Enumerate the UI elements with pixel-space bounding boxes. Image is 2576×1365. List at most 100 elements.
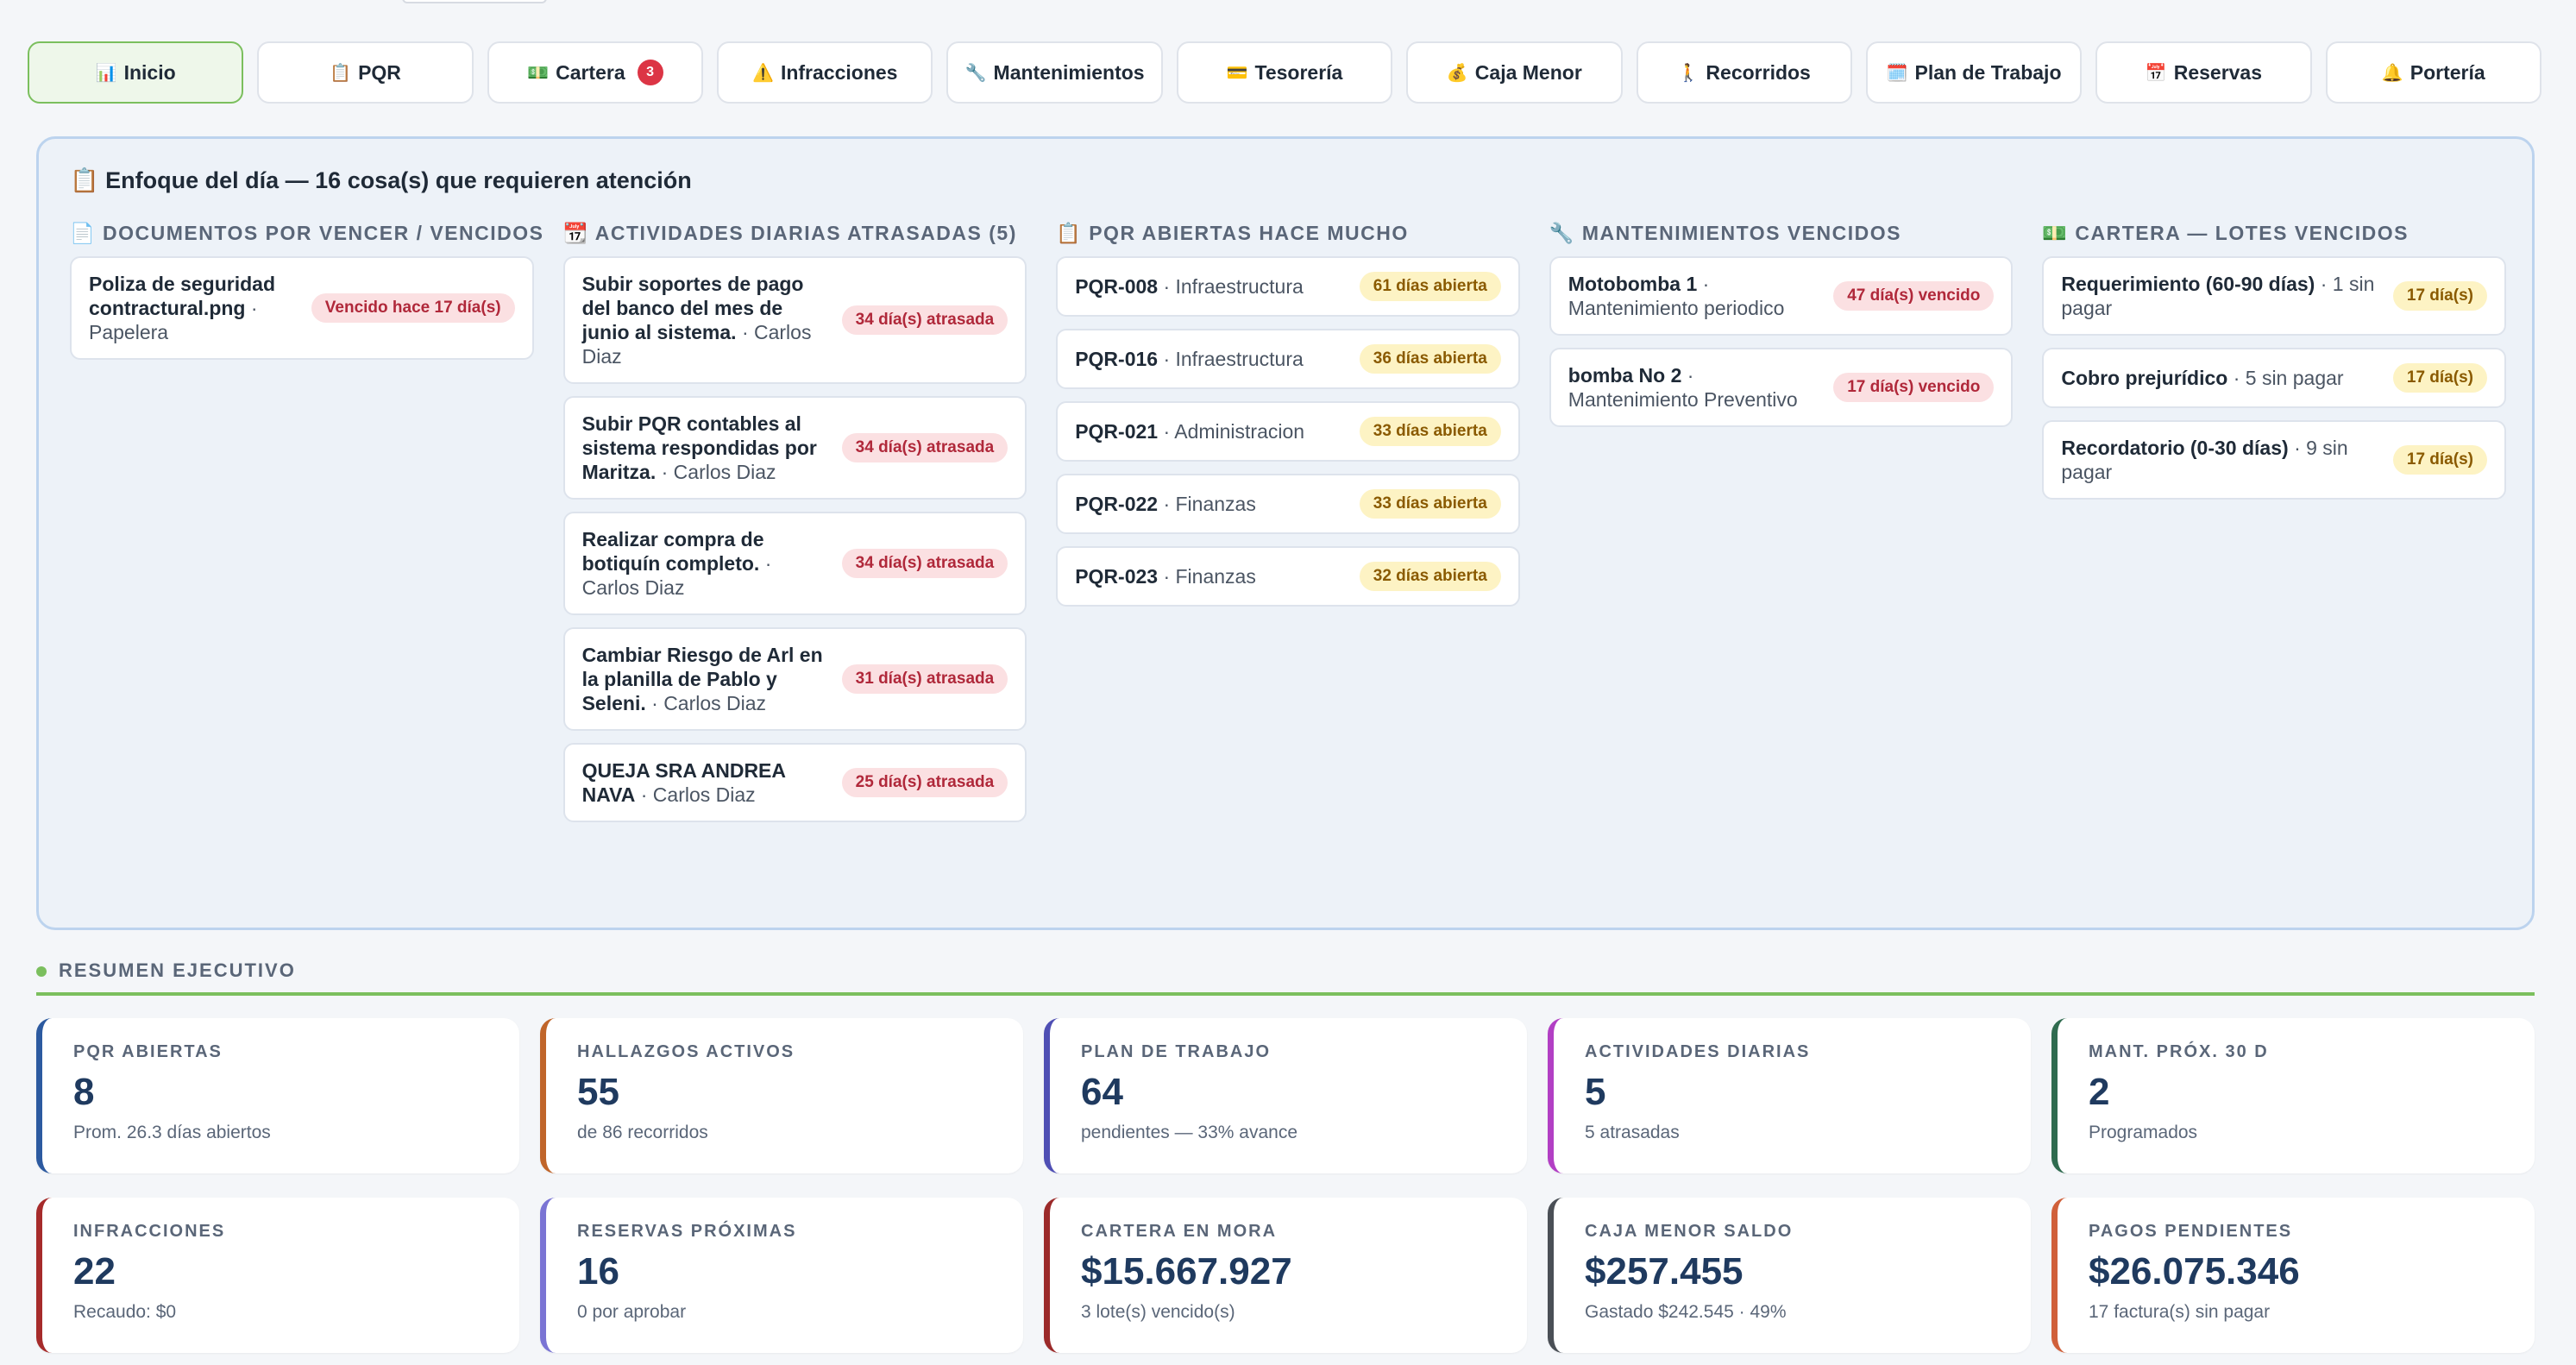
focus-column: 📆 ACTIVIDADES DIARIAS ATRASADAS (5) Subir… [562, 222, 1027, 822]
attention-item[interactable]: bomba No 2 · Mantenimiento Preventivo 17 … [1549, 348, 2014, 427]
attention-item[interactable]: Subir PQR contables al sistema respondid… [562, 396, 1027, 500]
tab-reservas[interactable]: 📅 Reservas [2095, 41, 2312, 104]
column-items: Poliza de seguridad contractural.png · P… [70, 256, 534, 360]
tab-pqr[interactable]: 📋 PQR [257, 41, 474, 104]
tab-inicio[interactable]: 📊 Inicio [28, 41, 244, 104]
item-text: Recordatorio (0-30 días) · 9 sin pagar [2061, 436, 2381, 484]
tab-cartera[interactable]: 💵 Cartera 3 [487, 41, 704, 104]
item-subtitle: · Finanzas [1163, 493, 1256, 515]
clipboard-icon: 📋 [70, 167, 99, 193]
attention-item[interactable]: Subir soportes de pago del banco del mes… [562, 256, 1027, 384]
column-header: 📄 DOCUMENTOS POR VENCER / VENCIDOS [70, 222, 543, 256]
item-title: PQR-022 [1075, 493, 1159, 515]
attention-item[interactable]: Poliza de seguridad contractural.png · P… [70, 256, 534, 360]
tab-recorridos[interactable]: 🚶 Recorridos [1636, 41, 1852, 104]
column-icon: 💵 [2042, 222, 2069, 244]
tab-plan-de-trabajo[interactable]: 🗓️ Plan de Trabajo [1865, 41, 2083, 104]
kpi-card[interactable]: CAJA MENOR SALDO $257.455 Gastado $242.545… [1548, 1198, 2031, 1353]
tesoreria-icon: 💳 [1226, 63, 1248, 83]
attention-item[interactable]: PQR-021 · Administracion 33 días abierta [1056, 401, 1520, 462]
kpi-card[interactable]: MANT. PRÓX. 30 D 2 Programados [2051, 1018, 2535, 1173]
kpi-value: 64 [1081, 1071, 1123, 1113]
column-icon: 📄 [70, 222, 97, 244]
kpi-subtitle: 3 lote(s) vencido(s) [1081, 1302, 1235, 1322]
column-header: 📆 ACTIVIDADES DIARIAS ATRASADAS (5) [563, 222, 1027, 256]
item-text: PQR-008 · Infraestructura [1075, 274, 1348, 299]
item-text: Cambiar Riesgo de Arl en la planilla de … [582, 643, 830, 715]
attention-item[interactable]: PQR-023 · Finanzas 32 días abierta [1056, 546, 1520, 607]
kpi-card[interactable]: HALLAZGOS ACTIVOS 55 de 86 recorridos [540, 1018, 1023, 1173]
status-badge: 34 día(s) atrasada [841, 433, 1008, 462]
focus-columns: 📄 DOCUMENTOS POR VENCER / VENCIDOS Poliza… [70, 222, 2506, 822]
tab-porteria[interactable]: 🔔 Portería [2325, 41, 2541, 104]
item-subtitle: · 1 sin pagar [2061, 273, 2375, 319]
tab-caja-menor[interactable]: 💰 Caja Menor [1406, 41, 1623, 104]
pqr-icon: 📋 [330, 63, 352, 83]
kpi-value: 22 [73, 1250, 116, 1293]
item-title: PQR-016 [1075, 348, 1159, 370]
kpi-subtitle: 0 por aprobar [577, 1302, 687, 1322]
item-text: Realizar compra de botiquín completo. · … [582, 527, 830, 600]
column-items: Motobomba 1 · Mantenimiento periodico 47 … [1549, 256, 2014, 427]
status-badge: 17 día(s) vencido [1833, 373, 1995, 402]
tab-infracciones[interactable]: ⚠️ Infracciones [717, 41, 933, 104]
tab-label: Infracciones [780, 60, 898, 84]
item-text: PQR-022 · Finanzas [1075, 492, 1348, 516]
kpi-value: 5 [1585, 1071, 1606, 1113]
kpi-subtitle: Recaudo: $0 [73, 1302, 177, 1322]
tab-label: Plan de Trabajo [1914, 60, 2062, 84]
attention-item[interactable]: PQR-008 · Infraestructura 61 días abierta [1056, 256, 1520, 317]
item-title: Realizar compra de botiquín completo. [581, 528, 764, 575]
inicio-icon: 📊 [95, 63, 117, 83]
status-badge: 47 día(s) vencido [1833, 281, 1995, 311]
attention-item[interactable]: QUEJA SRA ANDREA NAVA · Carlos Diaz 25 dí… [562, 743, 1027, 822]
tab-label: Inicio [123, 60, 176, 84]
kpi-subtitle: de 86 recorridos [577, 1123, 708, 1142]
kpi-card[interactable]: PQR ABIERTAS 8 Prom. 26.3 días abiertos [36, 1018, 519, 1173]
item-subtitle: · Finanzas [1163, 565, 1256, 588]
kpi-card[interactable]: PLAN DE TRABAJO 64 pendientes — 33% avance [1044, 1018, 1527, 1173]
status-badge: 17 día(s) [2392, 281, 2487, 311]
status-badge: 61 días abierta [1359, 272, 1501, 301]
tab-label: Caja Menor [1474, 60, 1582, 84]
column-header: 💵 CARTERA — LOTES VENCIDOS [2042, 222, 2506, 256]
kpi-value: 2 [2089, 1071, 2110, 1113]
column-icon: 📋 [1056, 222, 1083, 244]
kpi-card[interactable]: PAGOS PENDIENTES $26.075.346 17 factura(s)… [2051, 1198, 2535, 1353]
attention-item[interactable]: PQR-016 · Infraestructura 36 días abierta [1056, 329, 1520, 389]
focus-column: 📄 DOCUMENTOS POR VENCER / VENCIDOS Poliza… [70, 222, 543, 822]
column-icon: 📆 [562, 222, 589, 244]
kpi-label: RESERVAS PRÓXIMAS [577, 1222, 797, 1241]
kpi-subtitle: Prom. 26.3 días abiertos [73, 1123, 271, 1142]
item-title: Recordatorio (0-30 días) [2061, 437, 2289, 459]
focus-column: 🔧 MANTENIMIENTOS VENCIDOS Motobomba 1 · M… [1549, 222, 2014, 822]
item-subtitle: · 9 sin pagar [2061, 437, 2348, 483]
kpi-subtitle: 17 factura(s) sin pagar [2089, 1302, 2271, 1322]
kpi-card[interactable]: INFRACCIONES 22 Recaudo: $0 [36, 1198, 519, 1353]
status-badge: 33 días abierta [1359, 489, 1501, 519]
status-badge: 34 día(s) atrasada [841, 549, 1008, 578]
attention-item[interactable]: Realizar compra de botiquín completo. · … [562, 512, 1027, 615]
kpi-card[interactable]: ACTIVIDADES DIARIAS 5 5 atrasadas [1548, 1018, 2031, 1173]
cartera-icon: 💵 [527, 63, 550, 83]
attention-item[interactable]: Recordatorio (0-30 días) · 9 sin pagar 17… [2042, 420, 2506, 500]
kpi-card[interactable]: RESERVAS PRÓXIMAS 16 0 por aprobar [540, 1198, 1023, 1353]
kpi-value: $26.075.346 [2089, 1250, 2300, 1293]
status-badge: 36 días abierta [1359, 344, 1501, 374]
focus-column: 📋 PQR ABIERTAS HACE MUCHO PQR-008 · Infra… [1056, 222, 1520, 822]
tab-mantenimientos[interactable]: 🔧 Mantenimientos [946, 41, 1163, 104]
item-text: Subir PQR contables al sistema respondid… [582, 412, 830, 484]
attention-item[interactable]: Cambiar Riesgo de Arl en la planilla de … [562, 627, 1027, 731]
focus-title: 📋 Enfoque del día — 16 cosa(s) que requi… [70, 167, 692, 194]
kpi-subtitle: Gastado $242.545 · 49% [1585, 1302, 1787, 1322]
tab-tesoreria[interactable]: 💳 Tesorería [1176, 41, 1393, 104]
kpi-card[interactable]: CARTERA EN MORA $15.667.927 3 lote(s) venc… [1044, 1198, 1527, 1353]
attention-item[interactable]: PQR-022 · Finanzas 33 días abierta [1056, 474, 1520, 534]
attention-item[interactable]: Motobomba 1 · Mantenimiento periodico 47 … [1549, 256, 2014, 336]
resumen-header: RESUMEN EJECUTIVO [36, 959, 2535, 996]
kpi-label: ACTIVIDADES DIARIAS [1585, 1042, 1811, 1061]
attention-item[interactable]: Cobro prejurídico · 5 sin pagar 17 día(s) [2042, 348, 2506, 408]
tab-label: Recorridos [1706, 60, 1811, 84]
kpi-subtitle: 5 atrasadas [1585, 1123, 1680, 1142]
attention-item[interactable]: Requerimiento (60-90 días) · 1 sin pagar… [2042, 256, 2506, 336]
